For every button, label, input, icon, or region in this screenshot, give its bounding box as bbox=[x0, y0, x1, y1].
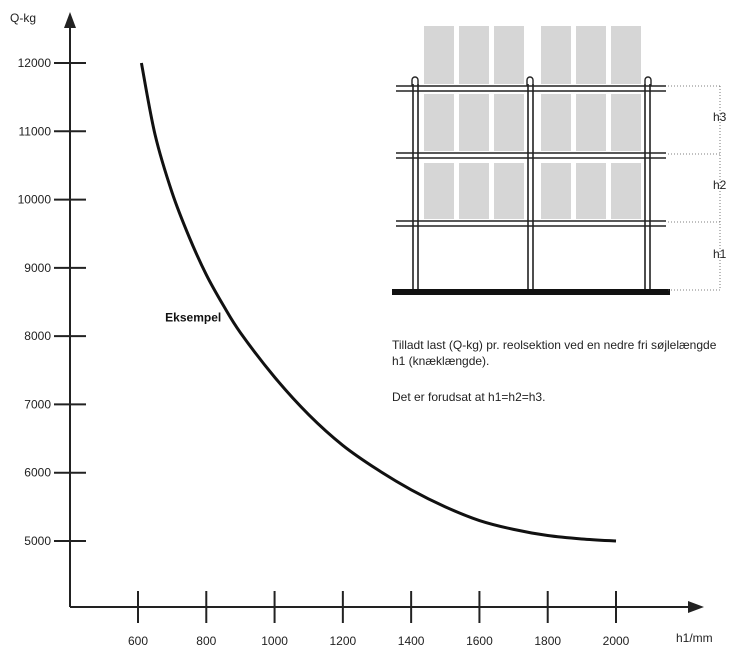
y-tick-label: 12000 bbox=[18, 56, 52, 70]
pallet-box bbox=[576, 163, 606, 219]
assumption-text: Det er forudsat at h1=h2=h3. bbox=[392, 390, 546, 404]
pallet-box bbox=[459, 94, 489, 151]
x-tick-label: 1000 bbox=[261, 634, 288, 648]
x-tick-label: 1800 bbox=[534, 634, 561, 648]
x-tick-label: 1200 bbox=[330, 634, 357, 648]
pallet-box bbox=[424, 94, 454, 151]
series-line bbox=[139, 62, 617, 543]
x-tick-label: 800 bbox=[196, 634, 216, 648]
y-tick-label: 6000 bbox=[24, 466, 51, 480]
y-tick-label: 7000 bbox=[24, 397, 51, 411]
x-tick-label: 1600 bbox=[466, 634, 493, 648]
y-tick-label: 9000 bbox=[24, 261, 51, 275]
dimension-label-h2: h2 bbox=[713, 178, 727, 192]
pallet-box bbox=[459, 163, 489, 219]
x-tick-label: 2000 bbox=[603, 634, 630, 648]
x-axis-label: h1/mm bbox=[676, 631, 713, 645]
floor-beam bbox=[392, 289, 670, 295]
x-ticks: 600 800 1000 1200 1400 1600 1800 2000 bbox=[128, 591, 630, 648]
pallet-box bbox=[424, 163, 454, 219]
pallet-box bbox=[611, 26, 641, 84]
pallet-box bbox=[494, 163, 524, 219]
pallet-box bbox=[611, 163, 641, 219]
x-axis-arrowhead bbox=[688, 601, 704, 613]
y-tick-label: 10000 bbox=[18, 193, 52, 207]
y-ticks: 5000 6000 7000 8000 9000 10000 11000 12000 bbox=[18, 56, 86, 548]
pallet-box bbox=[424, 26, 454, 84]
pallet-box bbox=[611, 94, 641, 151]
x-tick-label: 600 bbox=[128, 634, 148, 648]
pallet-box bbox=[541, 163, 571, 219]
pallet-box bbox=[576, 26, 606, 84]
rack-diagram: h3 h2 h1 bbox=[392, 26, 727, 295]
upright-hook bbox=[526, 76, 534, 86]
pallet-box bbox=[541, 94, 571, 151]
y-axis-arrowhead bbox=[64, 12, 76, 28]
description-text: Tilladt last (Q-kg) pr. reolsektion ved … bbox=[392, 338, 717, 368]
y-tick-label: 8000 bbox=[24, 329, 51, 343]
dimension-label-h1: h1 bbox=[713, 247, 727, 261]
series-layer bbox=[139, 62, 617, 543]
y-tick-label: 11000 bbox=[19, 124, 52, 138]
pallet-box bbox=[494, 94, 524, 151]
dimension-label-h3: h3 bbox=[713, 110, 727, 124]
annotation-eksempel: Eksempel bbox=[165, 311, 221, 325]
y-tick-label: 5000 bbox=[24, 534, 51, 548]
y-axis-label: Q-kg bbox=[10, 11, 36, 25]
pallet-box bbox=[459, 26, 489, 84]
axes bbox=[64, 12, 704, 613]
pallet-box bbox=[541, 26, 571, 84]
pallet-box bbox=[576, 94, 606, 151]
pallet-box bbox=[494, 26, 524, 84]
x-tick-label: 1400 bbox=[398, 634, 425, 648]
upright-hook bbox=[644, 76, 652, 86]
upright-hook bbox=[411, 76, 419, 86]
